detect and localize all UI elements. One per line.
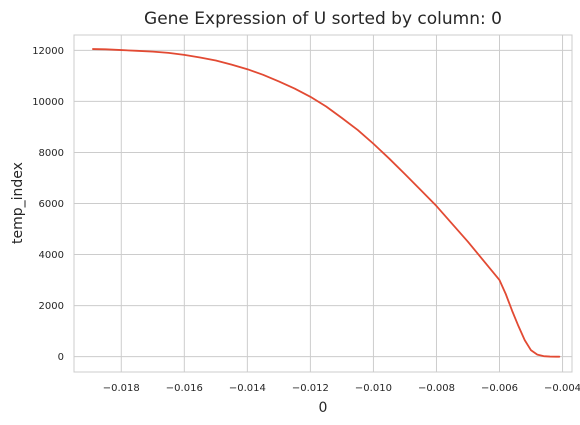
x-tick-label: −0.014	[229, 383, 266, 394]
x-axis-ticks: −0.018 −0.016 −0.014 −0.012 −0.010 −0.008 −0.0…	[103, 383, 580, 394]
y-tick-label: 12000	[32, 46, 64, 57]
y-axis-ticks: 0 2000 4000 6000 8000 10000 12000	[32, 46, 64, 363]
x-tick-label: −0.004	[544, 383, 580, 394]
grid-layer	[74, 35, 572, 372]
y-tick-label: 4000	[39, 250, 64, 261]
y-tick-label: 2000	[39, 301, 64, 312]
x-tick-label: −0.010	[355, 383, 392, 394]
y-tick-label: 8000	[39, 148, 64, 159]
plot-frame	[73, 34, 573, 373]
x-tick-label: −0.018	[103, 383, 140, 394]
y-tick-label: 0	[58, 352, 64, 363]
x-tick-label: −0.016	[166, 383, 203, 394]
y-tick-label: 10000	[32, 97, 64, 108]
y-tick-label: 6000	[39, 199, 64, 210]
y-axis-label: temp_index	[10, 162, 26, 244]
x-tick-label: −0.008	[418, 383, 455, 394]
x-axis-label: 0	[319, 400, 328, 416]
x-tick-label: −0.012	[292, 383, 329, 394]
chart-title: Gene Expression of U sorted by column: 0	[144, 9, 502, 29]
x-tick-label: −0.006	[481, 383, 518, 394]
series-line	[92, 48, 561, 358]
